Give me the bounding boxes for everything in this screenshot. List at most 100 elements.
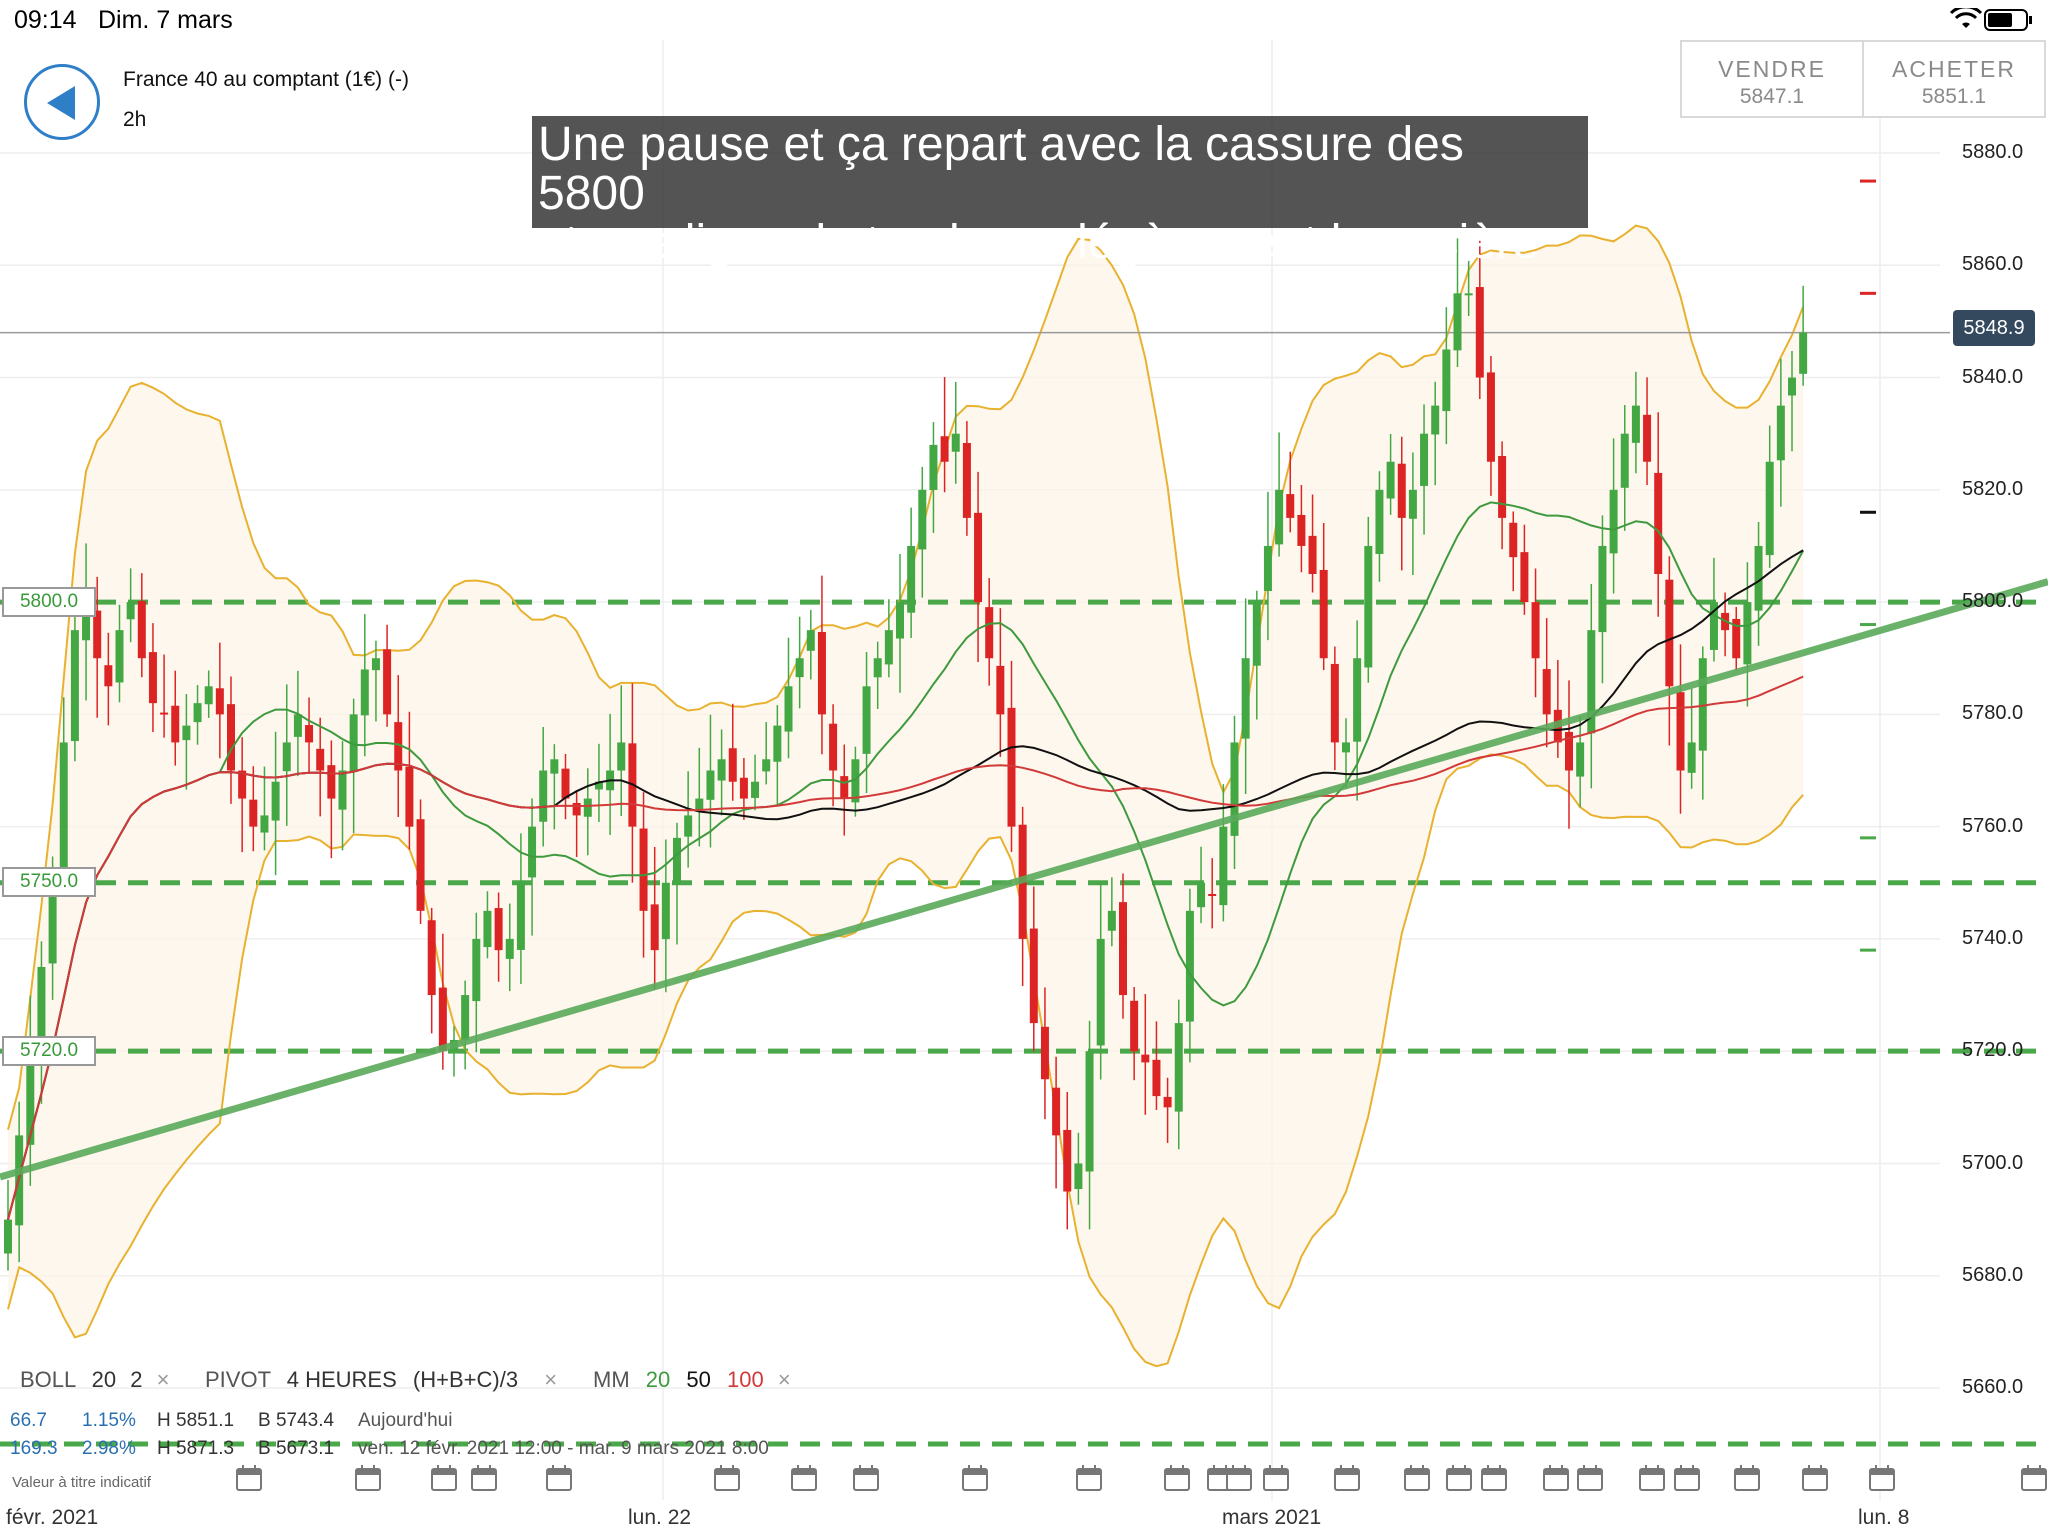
candle [1397,436,1406,571]
candle [1520,524,1529,615]
candle [951,381,960,484]
candle [383,624,392,727]
calendar-icon[interactable] [235,1464,263,1492]
indicative-note: Valeur à titre indicatif [12,1474,151,1491]
calendar-icon[interactable] [430,1464,458,1492]
back-arrow-icon [47,86,75,120]
x-tick: lun. 8 [1858,1506,1910,1529]
calendar-icon[interactable] [1733,1464,1761,1492]
buy-label: ACHETER [1892,56,2016,82]
candle [1375,471,1384,582]
calendar-icon[interactable] [1445,1464,1473,1492]
level-tag-5750[interactable]: 5750.0 [2,867,96,897]
candle [349,698,358,834]
candle [1609,438,1618,594]
calendar-icon[interactable] [470,1464,498,1492]
candle [962,421,971,536]
calendar-icon[interactable] [2020,1464,2048,1492]
sell-button[interactable]: VENDRE 5847.1 [1680,40,1864,118]
candle [784,637,793,759]
calendar-icon[interactable] [1075,1464,1103,1492]
candle [1074,1132,1083,1205]
bollinger-upper-line [7,224,1805,1131]
candle [394,675,403,817]
candle [717,729,726,816]
candle [539,726,548,847]
candles [4,238,1808,1271]
legend-mm[interactable]: MM 20 50 100 × [593,1367,791,1392]
candle [494,892,503,982]
calendar-icon[interactable] [1868,1464,1896,1492]
legend-boll[interactable]: BOLL 20 2 × [20,1367,170,1392]
remove-pivot-icon[interactable]: × [544,1367,558,1392]
calendar-icon[interactable] [1480,1464,1508,1492]
calendar-icon[interactable] [1225,1464,1253,1492]
candle [583,768,592,856]
candle [1107,877,1116,947]
calendar-icon[interactable] [1542,1464,1570,1492]
y-tick: 5820.0 [1962,478,2024,500]
buy-button[interactable]: ACHETER 5851.1 [1862,40,2046,118]
candle [617,685,626,817]
candle [70,594,79,762]
candle [1174,999,1183,1150]
candle [1687,688,1696,789]
candle [1152,1021,1161,1110]
level-tag-5720[interactable]: 5720.0 [2,1036,96,1066]
y-tick: 5840.0 [1962,366,2024,388]
calendar-icon[interactable] [852,1464,880,1492]
candle [1453,238,1462,368]
ma100-line [7,675,1804,1220]
annotation-line-1: Une pause et ça repart avec la cassure d… [538,118,1464,220]
candle [37,941,46,1104]
stat-change-pct: 2.98% [82,1438,136,1459]
candle [327,740,336,859]
calendar-icon[interactable] [1262,1464,1290,1492]
candle [215,642,224,759]
remove-mm-icon[interactable]: × [777,1367,791,1392]
candle [572,790,581,857]
calendar-icon[interactable] [354,1464,382,1492]
candle [817,575,826,755]
legend-pivot[interactable]: PIVOT 4 HEURES (H+B+C)/3 × [205,1367,558,1392]
candle [940,377,949,493]
calendar-icon[interactable] [1673,1464,1701,1492]
candle [93,576,102,718]
candle [650,846,659,989]
candle [795,616,804,709]
candle [695,747,704,847]
calendar-icon[interactable] [1801,1464,1829,1492]
calendar-icon[interactable] [1333,1464,1361,1492]
candle [806,609,815,680]
level-tag-5800[interactable]: 5800.0 [2,587,96,617]
candle [1208,858,1217,929]
candle [907,507,916,638]
status-date: Dim. 7 mars [98,6,233,34]
candle [338,741,347,851]
calendar-icon[interactable] [1163,1464,1191,1492]
y-tick: 5880.0 [1962,141,2024,163]
candle [974,471,983,663]
candle [1442,307,1451,445]
candle [137,573,146,678]
pivot-marks [1860,179,1876,952]
y-tick: 5740.0 [1962,927,2024,949]
chart-annotation[interactable]: Une pause et ça repart avec la cassure d… [532,116,1588,267]
candle [840,744,849,836]
calendar-icon[interactable] [545,1464,573,1492]
candle [1620,405,1629,531]
calendar-icon[interactable] [1403,1464,1431,1492]
calendar-icon[interactable] [961,1464,989,1492]
candle [82,543,91,701]
candle [1130,986,1139,1081]
candle [873,641,882,709]
calendar-icon[interactable] [790,1464,818,1492]
candle [1275,432,1284,557]
calendar-icon[interactable] [713,1464,741,1492]
remove-boll-icon[interactable]: × [156,1367,170,1392]
back-button[interactable] [24,64,100,140]
calendar-icon[interactable] [1576,1464,1604,1492]
calendar-icon[interactable] [1638,1464,1666,1492]
timeframe-label[interactable]: 2h [123,108,147,131]
